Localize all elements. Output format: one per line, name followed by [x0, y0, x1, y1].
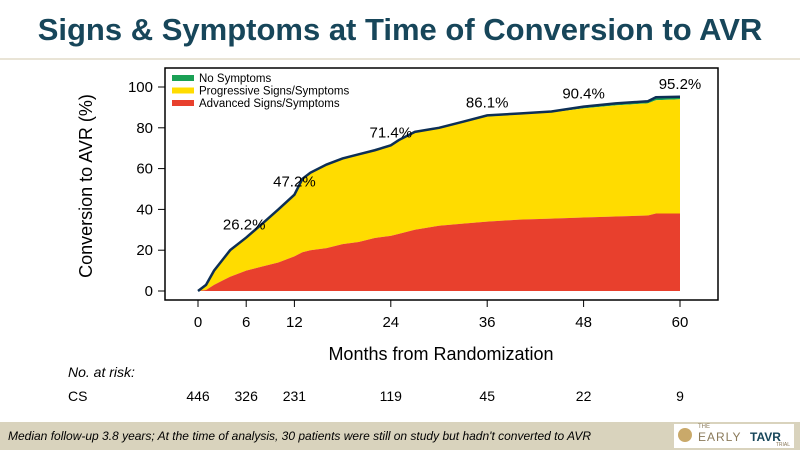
data-label: 86.1%: [466, 94, 509, 111]
logo-the: THE: [698, 424, 710, 430]
slide-title: Signs & Symptoms at Time of Conversion t…: [37, 12, 763, 47]
y-tick-label: 20: [136, 242, 153, 259]
early-tavr-logo: THE EARLY TAVR TRIAL: [674, 424, 794, 448]
y-tick-label: 0: [145, 283, 153, 300]
risk-value: 119: [380, 388, 403, 404]
data-label: 47.2%: [273, 174, 316, 191]
x-tick-label: 12: [286, 314, 303, 331]
legend-label: Progressive Signs/Symptoms: [199, 86, 349, 98]
x-tick-label: 24: [382, 314, 399, 331]
x-tick-label: 36: [479, 314, 496, 331]
risk-value: 231: [283, 388, 307, 404]
data-label: 90.4%: [562, 86, 605, 103]
risk-value: 45: [479, 388, 495, 404]
y-tick-label: 80: [136, 120, 153, 137]
footer-note: Median follow-up 3.8 years; At the time …: [8, 429, 592, 443]
risk-value: 446: [186, 388, 210, 404]
data-label: 95.2%: [659, 76, 702, 93]
x-tick-label: 60: [672, 314, 689, 331]
title-divider: [0, 58, 800, 60]
logo-trial: TRIAL: [775, 442, 790, 448]
total-line: [197, 95, 681, 292]
logo-tavr: TAVR: [750, 430, 781, 444]
risk-header: No. at risk:: [68, 364, 135, 380]
legend-label: Advanced Signs/Symptoms: [199, 98, 340, 110]
risk-value: 22: [576, 388, 592, 404]
legend-swatch: [172, 100, 194, 106]
chart: 0 20 40 60 80 100 0 6 12 24 36 48 60 Months from Rand…: [76, 67, 719, 404]
area-advanced: [198, 213, 680, 291]
y-tick-label: 100: [128, 79, 153, 96]
risk-group: CS: [68, 388, 88, 404]
risk-value: 9: [676, 388, 684, 404]
footer-bar: Median follow-up 3.8 years; At the time …: [0, 422, 800, 450]
data-label: 26.2%: [223, 217, 266, 234]
logo-early: EARLY: [698, 430, 742, 444]
x-tick-label: 0: [194, 314, 202, 331]
x-tick-label: 48: [575, 314, 592, 331]
y-axis-label: Conversion to AVR (%): [76, 94, 96, 278]
y-tick-label: 60: [136, 161, 153, 178]
legend-swatch: [172, 75, 194, 81]
area-progressive: [198, 99, 680, 292]
x-tick-label: 6: [242, 314, 250, 331]
x-axis-label: Months from Randomization: [328, 344, 553, 364]
risk-value: 326: [235, 388, 259, 404]
legend-swatch: [172, 87, 194, 94]
y-tick-label: 40: [136, 201, 153, 218]
legend-label: No Symptoms: [199, 73, 271, 85]
logo-icon: [678, 428, 692, 442]
data-label: 71.4%: [370, 124, 413, 141]
